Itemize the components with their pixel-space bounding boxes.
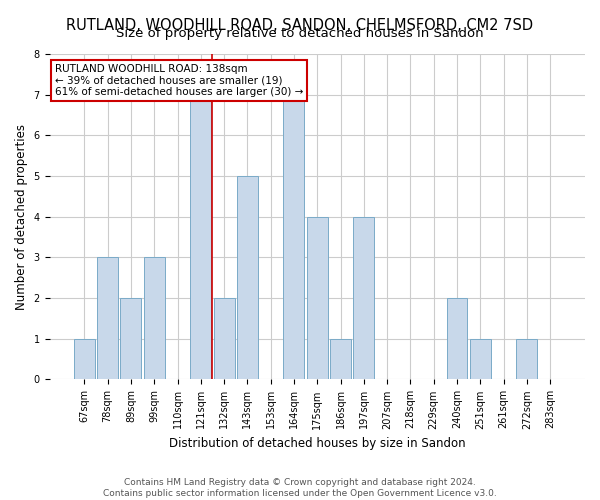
Bar xyxy=(190,94,211,380)
Bar xyxy=(144,258,165,380)
Bar xyxy=(446,298,467,380)
Bar xyxy=(353,216,374,380)
Bar xyxy=(121,298,142,380)
Text: RUTLAND WOODHILL ROAD: 138sqm
← 39% of detached houses are smaller (19)
61% of s: RUTLAND WOODHILL ROAD: 138sqm ← 39% of d… xyxy=(55,64,303,97)
Text: RUTLAND, WOODHILL ROAD, SANDON, CHELMSFORD, CM2 7SD: RUTLAND, WOODHILL ROAD, SANDON, CHELMSFO… xyxy=(67,18,533,32)
Bar xyxy=(283,94,304,380)
Bar xyxy=(470,339,491,380)
Bar xyxy=(237,176,258,380)
Text: Contains HM Land Registry data © Crown copyright and database right 2024.
Contai: Contains HM Land Registry data © Crown c… xyxy=(103,478,497,498)
Y-axis label: Number of detached properties: Number of detached properties xyxy=(15,124,28,310)
Bar xyxy=(330,339,351,380)
Bar xyxy=(517,339,538,380)
Text: Size of property relative to detached houses in Sandon: Size of property relative to detached ho… xyxy=(116,28,484,40)
Bar xyxy=(74,339,95,380)
X-axis label: Distribution of detached houses by size in Sandon: Distribution of detached houses by size … xyxy=(169,437,466,450)
Bar xyxy=(97,258,118,380)
Bar xyxy=(214,298,235,380)
Bar xyxy=(307,216,328,380)
